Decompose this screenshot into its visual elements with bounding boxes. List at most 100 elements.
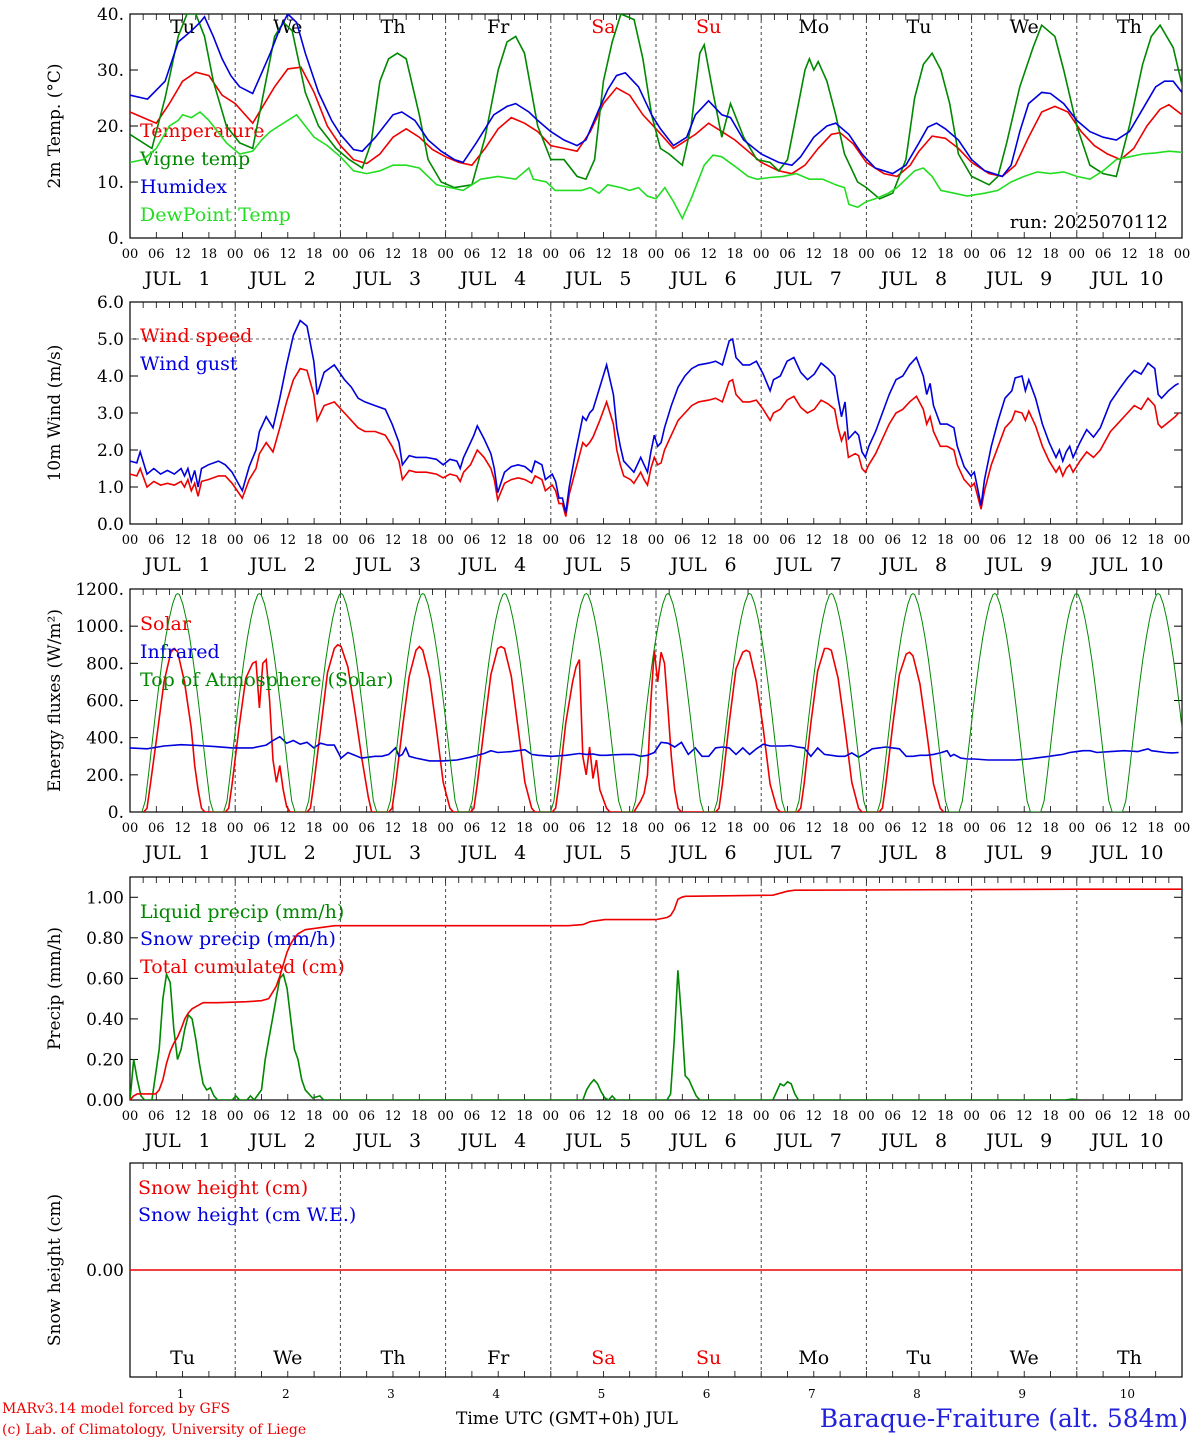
y-tick-label: 400. bbox=[86, 729, 124, 749]
hour-tick-label: 06 bbox=[358, 821, 375, 836]
hour-tick-label: 00 bbox=[1069, 247, 1086, 262]
date-label: 1 bbox=[199, 1130, 211, 1152]
series-line bbox=[143, 643, 945, 812]
hour-tick-label: 12 bbox=[595, 1109, 612, 1124]
hour-tick-label: 12 bbox=[385, 533, 402, 548]
hour-tick-label: 00 bbox=[963, 821, 980, 836]
hour-tick-label: 18 bbox=[1147, 1109, 1164, 1124]
hour-tick-label: 00 bbox=[332, 533, 349, 548]
y-axis-label: 10m Wind (m/s) bbox=[45, 345, 65, 482]
date-label: 9 bbox=[1040, 268, 1052, 290]
date-label: 7 bbox=[830, 554, 842, 576]
hour-tick-label: 06 bbox=[148, 247, 165, 262]
weekday-label: Tu bbox=[170, 1347, 195, 1369]
hour-tick-label: 18 bbox=[937, 1109, 954, 1124]
hour-tick-label: 12 bbox=[490, 1109, 507, 1124]
series-line bbox=[130, 14, 1182, 200]
hour-tick-label: 06 bbox=[253, 1109, 270, 1124]
date-label: 1 bbox=[199, 842, 211, 864]
month-label: JUL bbox=[668, 842, 707, 864]
date-label: 8 bbox=[935, 842, 947, 864]
date-label: 4 bbox=[514, 268, 526, 290]
hour-tick-label: 12 bbox=[595, 247, 612, 262]
month-label: JUL bbox=[1089, 1130, 1128, 1152]
month-label: JUL bbox=[879, 268, 918, 290]
hour-tick-label: 18 bbox=[1147, 533, 1164, 548]
hour-tick-label: 00 bbox=[753, 1109, 770, 1124]
date-label: 4 bbox=[514, 554, 526, 576]
month-label: JUL bbox=[458, 1130, 497, 1152]
hour-tick-label: 18 bbox=[201, 247, 218, 262]
hour-tick-label: 12 bbox=[174, 247, 191, 262]
hour-tick-label: 00 bbox=[648, 247, 665, 262]
hour-tick-label: 00 bbox=[963, 533, 980, 548]
date-small-label: 2 bbox=[282, 1387, 290, 1401]
hour-tick-label: 18 bbox=[1042, 1109, 1059, 1124]
precip-panel: 0.00 0.20 0.40 0.60 0.80 1.00 Precip (mm/h) 00 0… bbox=[45, 876, 1190, 1152]
month-label: JUL bbox=[774, 842, 813, 864]
hour-tick-label: 18 bbox=[1042, 247, 1059, 262]
hour-tick-label: 12 bbox=[1121, 821, 1138, 836]
hour-tick-label: 18 bbox=[621, 1109, 638, 1124]
month-label: JUL bbox=[353, 554, 392, 576]
run-label: run: 2025070112 bbox=[1010, 212, 1168, 233]
hour-tick-label: 06 bbox=[779, 821, 796, 836]
hour-tick-label: 06 bbox=[674, 1109, 691, 1124]
month-label: JUL bbox=[248, 1130, 287, 1152]
weekday-label: Fr bbox=[487, 16, 510, 38]
date-label: 7 bbox=[830, 1130, 842, 1152]
y-tick-label: 1.00 bbox=[86, 888, 124, 908]
hour-tick-label: 06 bbox=[990, 1109, 1007, 1124]
hour-tick-label: 12 bbox=[806, 1109, 823, 1124]
month-label: JUL bbox=[1089, 554, 1128, 576]
y-axis-label: Energy fluxes (W/m²) bbox=[45, 609, 65, 792]
hour-tick-label: 06 bbox=[148, 533, 165, 548]
date-label: 9 bbox=[1040, 842, 1052, 864]
hour-tick-label: 00 bbox=[122, 247, 139, 262]
legend-entry: Solar bbox=[140, 613, 192, 635]
y-tick-label: 200. bbox=[86, 766, 124, 786]
series-line bbox=[130, 110, 1182, 221]
hour-tick-label: 06 bbox=[464, 247, 481, 262]
month-label: JUL bbox=[248, 268, 287, 290]
date-label: 6 bbox=[725, 554, 737, 576]
hour-tick-label: 06 bbox=[674, 247, 691, 262]
date-label: 10 bbox=[1139, 842, 1163, 864]
legend-entry: Liquid precip (mm/h) bbox=[140, 901, 344, 923]
hour-tick-label: 12 bbox=[280, 533, 297, 548]
hour-tick-label: 12 bbox=[806, 247, 823, 262]
date-label: 7 bbox=[830, 842, 842, 864]
date-label: 3 bbox=[409, 554, 421, 576]
hour-tick-label: 18 bbox=[306, 821, 323, 836]
month-label: JUL bbox=[984, 1130, 1023, 1152]
hour-tick-label: 12 bbox=[1121, 533, 1138, 548]
hour-tick-label: 00 bbox=[332, 1109, 349, 1124]
hour-tick-label: 00 bbox=[963, 1109, 980, 1124]
month-label: JUL bbox=[984, 554, 1023, 576]
month-label: JUL bbox=[563, 1130, 602, 1152]
date-small-label: 5 bbox=[598, 1387, 606, 1401]
hour-tick-label: 12 bbox=[385, 1109, 402, 1124]
hour-tick-label: 00 bbox=[753, 247, 770, 262]
hour-tick-label: 06 bbox=[884, 533, 901, 548]
hour-tick-label: 06 bbox=[779, 1109, 796, 1124]
hour-tick-label: 00 bbox=[543, 1109, 560, 1124]
weekday-label: Tu bbox=[907, 16, 932, 38]
legend-entry: Vigne temp bbox=[139, 148, 250, 170]
date-label: 5 bbox=[619, 268, 631, 290]
y-tick-label: 40. bbox=[97, 5, 124, 25]
hour-tick-label: 06 bbox=[569, 1109, 586, 1124]
month-label: JUL bbox=[563, 842, 602, 864]
weekday-label: We bbox=[273, 1347, 302, 1369]
date-small-label: 8 bbox=[913, 1387, 921, 1401]
hour-tick-label: 12 bbox=[385, 821, 402, 836]
month-label: JUL bbox=[879, 842, 918, 864]
hour-tick-label: 00 bbox=[543, 821, 560, 836]
hour-tick-label: 12 bbox=[1016, 821, 1033, 836]
hour-tick-label: 06 bbox=[253, 247, 270, 262]
hour-tick-label: 06 bbox=[884, 821, 901, 836]
weekday-label: Mo bbox=[798, 16, 829, 38]
hour-tick-label: 12 bbox=[385, 247, 402, 262]
weekday-label: We bbox=[1010, 1347, 1039, 1369]
month-label: JUL bbox=[879, 554, 918, 576]
